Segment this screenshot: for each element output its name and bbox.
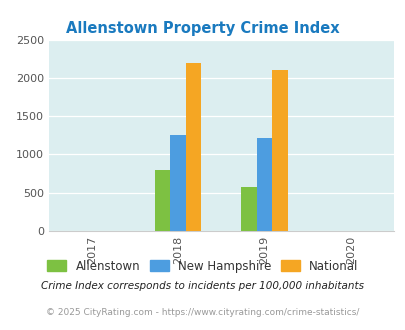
Bar	[271, 70, 287, 231]
Bar	[256, 138, 271, 231]
Bar	[170, 135, 185, 231]
Bar	[241, 186, 256, 231]
Text: Crime Index corresponds to incidents per 100,000 inhabitants: Crime Index corresponds to incidents per…	[41, 281, 364, 291]
Text: © 2025 CityRating.com - https://www.cityrating.com/crime-statistics/: © 2025 CityRating.com - https://www.city…	[46, 308, 359, 317]
Bar	[185, 63, 201, 231]
Legend: Allenstown, New Hampshire, National: Allenstown, New Hampshire, National	[43, 255, 362, 278]
Bar	[154, 170, 170, 231]
Text: Allenstown Property Crime Index: Allenstown Property Crime Index	[66, 21, 339, 36]
